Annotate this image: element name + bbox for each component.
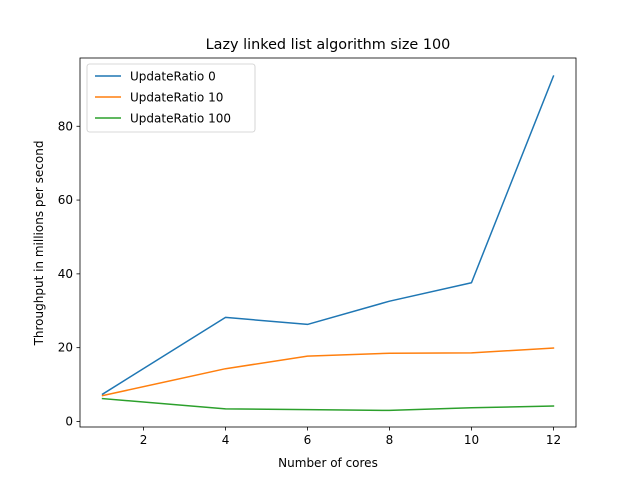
plot-area <box>79 57 577 428</box>
series-line <box>101 75 555 396</box>
legend-entry: UpdateRatio 10 <box>130 91 223 105</box>
legend: UpdateRatio 0 UpdateRatio 10 UpdateRatio 1… <box>86 63 256 133</box>
series-1 <box>101 347 555 397</box>
x-axis-label: Number of cores <box>278 456 378 470</box>
x-tick-label: 10 <box>464 433 479 447</box>
chart-title: Lazy linked list algorithm size 100 <box>206 37 451 53</box>
legend-entry: UpdateRatio 100 <box>130 112 231 126</box>
y-tick-label: 40 <box>58 267 73 281</box>
y-tick-label: 20 <box>58 341 73 355</box>
series-line <box>101 397 555 412</box>
x-tick-label: 6 <box>304 433 312 447</box>
y-tick-label: 60 <box>58 193 73 207</box>
y-axis: 0 20 40 60 80 <box>58 119 80 428</box>
y-axis-label: Throughput in millions per second <box>32 141 46 347</box>
x-tick-label: 2 <box>140 433 148 447</box>
x-axis: 2 4 6 8 10 12 <box>140 427 561 447</box>
plot-frame <box>79 57 577 428</box>
series-2 <box>101 397 555 412</box>
x-tick-label: 8 <box>386 433 394 447</box>
x-tick-label: 12 <box>546 433 561 447</box>
legend-frame <box>86 63 256 133</box>
y-tick-label: 80 <box>58 119 73 133</box>
series-layer <box>101 75 555 412</box>
y-tick-label: 0 <box>65 414 73 428</box>
series-0 <box>101 75 555 396</box>
x-tick-label: 4 <box>222 433 230 447</box>
legend-entry: UpdateRatio 0 <box>130 70 216 84</box>
series-line <box>101 347 555 397</box>
